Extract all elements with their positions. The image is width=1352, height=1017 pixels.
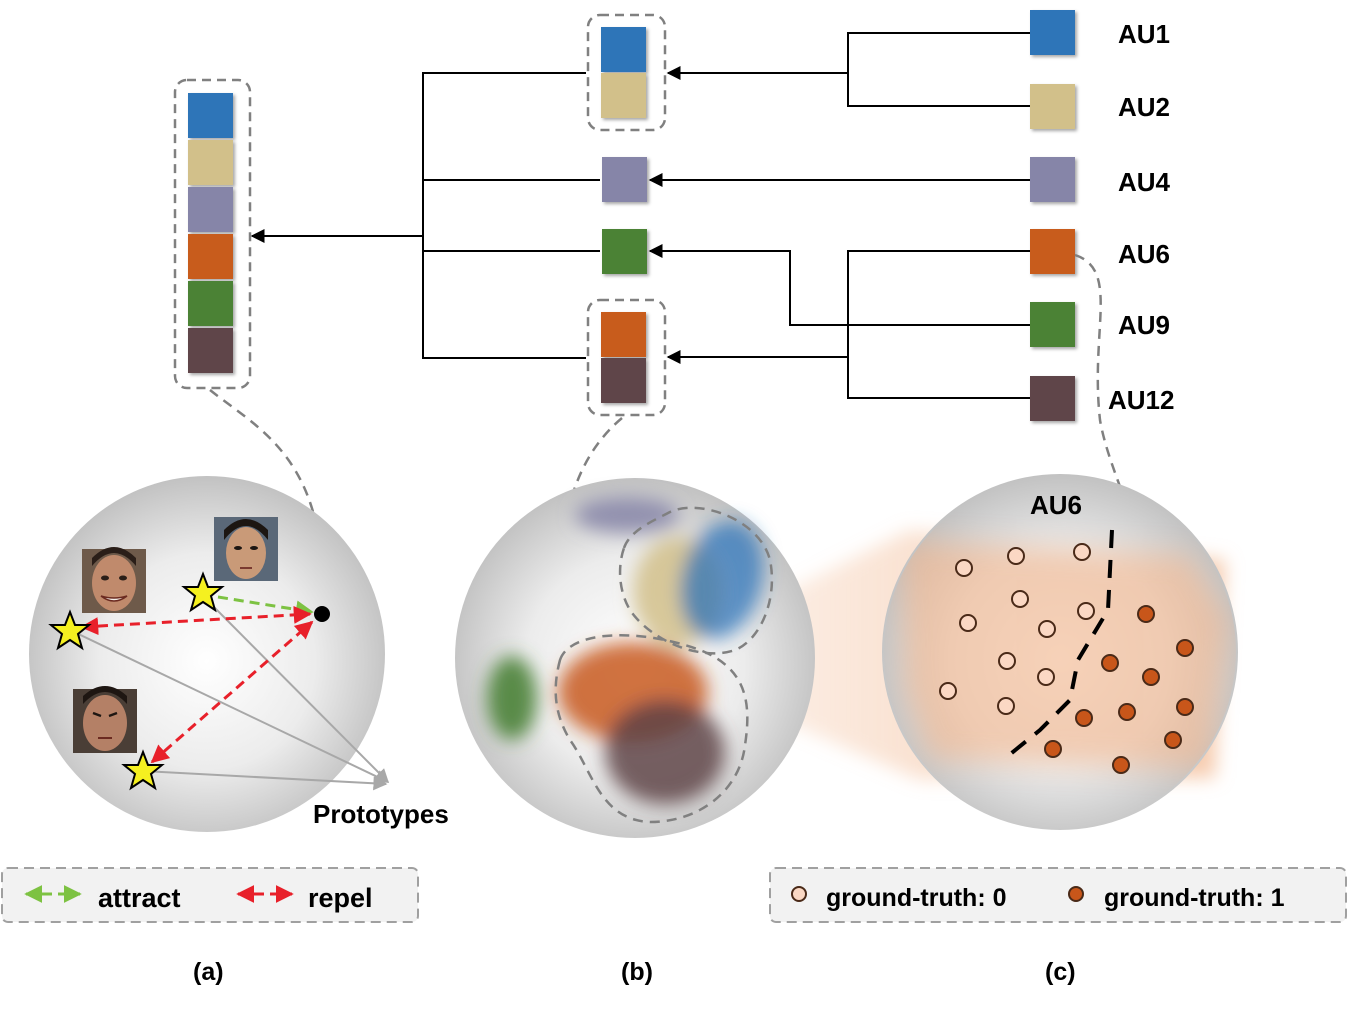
gt1-point (1137, 605, 1155, 623)
connector-middle-left (422, 72, 586, 359)
au6-label: AU6 (1118, 239, 1170, 269)
gt0-point (1007, 547, 1025, 565)
gt0-point (1038, 620, 1056, 638)
gt0-point (939, 682, 957, 700)
repel-arrow-1 (80, 605, 312, 636)
prototype-star-2 (181, 571, 225, 613)
prototype-star-1 (48, 609, 92, 651)
au-leaf-column: AU1 AU2 AU4 AU6 AU9 AU12 (1030, 10, 1174, 421)
prototypes-label: Prototypes (313, 799, 449, 829)
panel-c-title: AU6 (1030, 490, 1082, 520)
gt1-point (1112, 756, 1130, 774)
full-au-stack (173, 78, 252, 390)
legend-gt0-label: ground-truth: 0 (826, 884, 1007, 912)
prototype-star-3 (121, 749, 165, 791)
gt0-point (998, 652, 1016, 670)
group-au2-square (601, 73, 646, 118)
face-thumbnail-3 (73, 686, 137, 753)
connector-au1-au2 (847, 32, 1030, 107)
gt0-point (955, 559, 973, 577)
sphere-c: AU6 (882, 474, 1238, 830)
caption-c: (c) (1045, 958, 1076, 986)
proto-line-3 (142, 770, 388, 791)
gt1-point (1164, 731, 1182, 749)
stack-au12-square (188, 328, 233, 373)
gt1-point (1176, 639, 1194, 657)
legend-repel-label: repel (308, 883, 373, 913)
stack-au4-square (188, 187, 233, 232)
legend-gt1-label: ground-truth: 1 (1104, 884, 1285, 912)
gt0-point (1011, 590, 1029, 608)
gt0-point (959, 614, 977, 632)
cluster-au1 (680, 521, 764, 639)
legend-gt0-symbol (791, 886, 807, 902)
au9-square (1030, 302, 1075, 347)
arrow-to-au9-node (648, 244, 1030, 326)
au6-region (900, 540, 1230, 770)
au1-label: AU1 (1118, 19, 1170, 49)
group-au1-square (601, 27, 646, 72)
gt1-points (1044, 605, 1194, 774)
caption-b: (b) (621, 958, 653, 986)
stack-au9-square (188, 281, 233, 326)
gt1-point (1075, 709, 1093, 727)
group-au6-square (601, 312, 646, 357)
legend-left-box (1, 867, 419, 923)
gt0-point (1077, 602, 1095, 620)
au2-label: AU2 (1118, 92, 1170, 122)
zoom-curve-c (1074, 253, 1146, 605)
legend-left: attract repel (1, 867, 419, 923)
decision-boundary (1001, 529, 1114, 762)
full-stack-box (173, 78, 252, 390)
node-au4-square (602, 157, 647, 202)
au9-label: AU9 (1118, 310, 1170, 340)
au2-square (1030, 84, 1075, 129)
gt1-point (1044, 740, 1062, 758)
cluster-au9 (487, 656, 537, 740)
stack-au6-square (188, 234, 233, 279)
cluster-au4 (575, 497, 679, 533)
au1-square (1030, 10, 1075, 55)
gt0-point (1073, 543, 1091, 561)
gt1-point (1176, 698, 1194, 716)
au6-square (1030, 229, 1075, 274)
gt1-point (1101, 654, 1119, 672)
au4-square (1030, 157, 1075, 202)
gt0-point (1037, 668, 1055, 686)
legend-right-box (769, 867, 1347, 923)
au4-label: AU4 (1118, 167, 1171, 197)
node-au9-square (602, 229, 647, 274)
group-au12-square (601, 358, 646, 403)
caption-a: (a) (193, 958, 224, 986)
repel-arrow-2 (150, 620, 314, 764)
sphere-a: Prototypes (29, 476, 449, 832)
au12-square (1030, 376, 1075, 421)
tree-connectors (250, 32, 1030, 399)
gt1-point (1142, 668, 1160, 686)
sphere-a-disc (29, 476, 385, 832)
stack-au2-square (188, 140, 233, 185)
legend-gt1-symbol (1068, 886, 1084, 902)
anchor-point (314, 606, 330, 622)
face-thumbnail-1 (82, 547, 146, 613)
stack-au1-square (188, 93, 233, 138)
legend-attract-label: attract (98, 883, 181, 913)
gt1-point (1118, 703, 1136, 721)
gt0-point (997, 697, 1015, 715)
cluster-au12 (605, 700, 725, 804)
gt0-points (939, 543, 1095, 715)
face-thumbnail-2 (214, 517, 278, 581)
legend-right: ground-truth: 0 ground-truth: 1 (769, 867, 1347, 923)
au12-label: AU12 (1108, 385, 1174, 415)
cluster-boundary-top (618, 506, 774, 655)
middle-column-nodes (586, 13, 667, 417)
